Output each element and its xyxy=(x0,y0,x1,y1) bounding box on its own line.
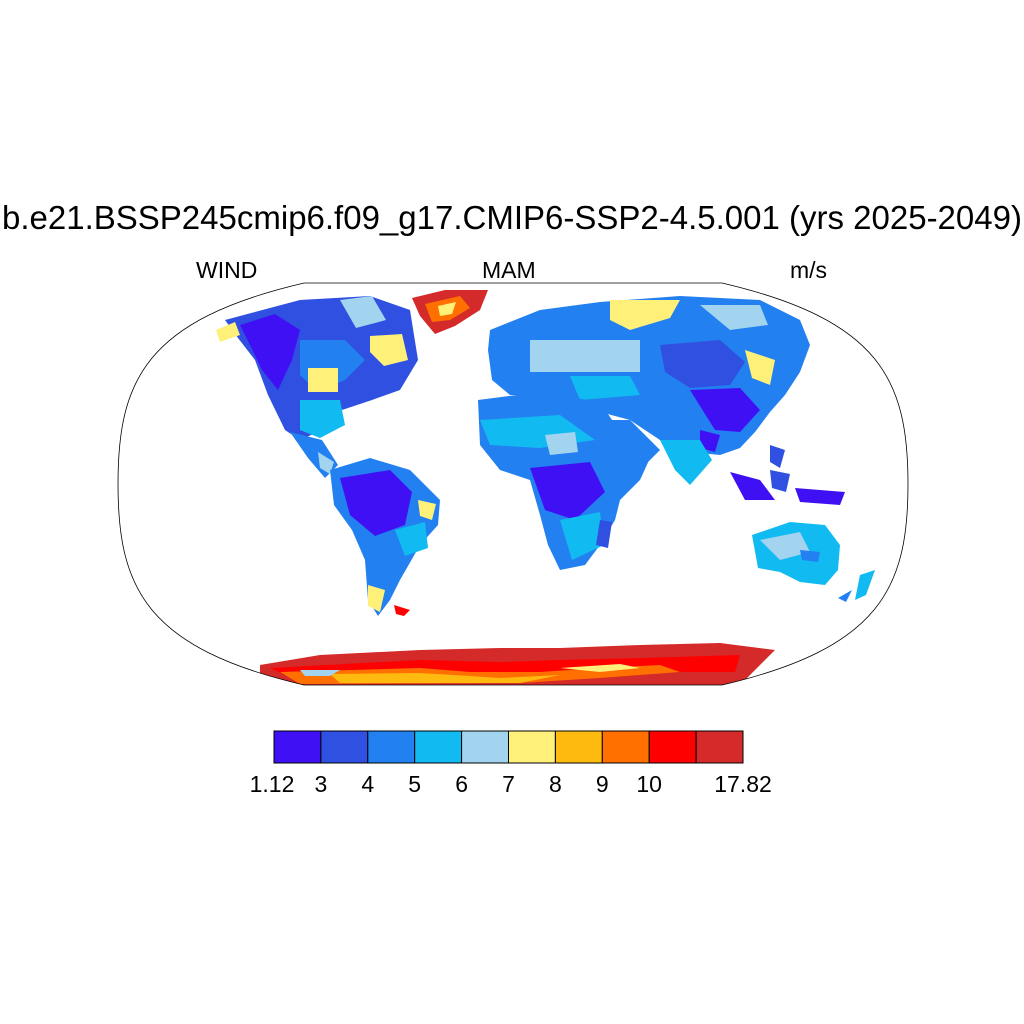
colorbar-swatch xyxy=(554,730,603,764)
colorbar-label: 8 xyxy=(548,771,562,797)
colorbar-swatch xyxy=(461,730,510,764)
colorbar-swatch xyxy=(508,730,556,764)
greenland xyxy=(412,290,488,334)
australia xyxy=(752,522,840,585)
colorbar-swatch xyxy=(695,730,744,764)
colorbar-label: 4 xyxy=(361,771,375,797)
colorbar-label: 10 xyxy=(636,771,662,797)
variable-label: WIND xyxy=(196,257,258,283)
north-america xyxy=(216,296,418,440)
colorbar-label: 5 xyxy=(408,771,422,797)
colorbar-label: 7 xyxy=(502,771,515,797)
se-asia-islands xyxy=(730,445,845,505)
central-america xyxy=(290,432,338,478)
colorbar-swatch xyxy=(648,730,697,764)
colorbar-label: 3 xyxy=(314,771,328,797)
eurasia xyxy=(488,296,810,455)
colorbar-swatch xyxy=(320,730,369,764)
africa xyxy=(478,392,650,570)
colorbar-label: 9 xyxy=(595,771,609,797)
colorbar-label: 17.82 xyxy=(714,771,772,797)
colorbar-label: 6 xyxy=(455,771,468,797)
new-zealand xyxy=(838,570,875,602)
south-america xyxy=(330,458,440,616)
india xyxy=(660,440,712,485)
globe-outline xyxy=(117,282,909,686)
colorbar-swatch xyxy=(414,730,463,764)
season-label: MAM xyxy=(482,257,536,283)
antarctica xyxy=(260,643,775,685)
colorbar-label: 1.12 xyxy=(249,771,295,797)
units-label: m/s xyxy=(790,257,828,283)
colorbar-swatch xyxy=(367,730,416,764)
colorbar-swatch xyxy=(273,730,322,764)
map-title: b.e21.BSSP245cmip6.f09_g17.CMIP6-SSP2-4.… xyxy=(2,199,1022,236)
colorbar-swatch xyxy=(601,730,650,764)
